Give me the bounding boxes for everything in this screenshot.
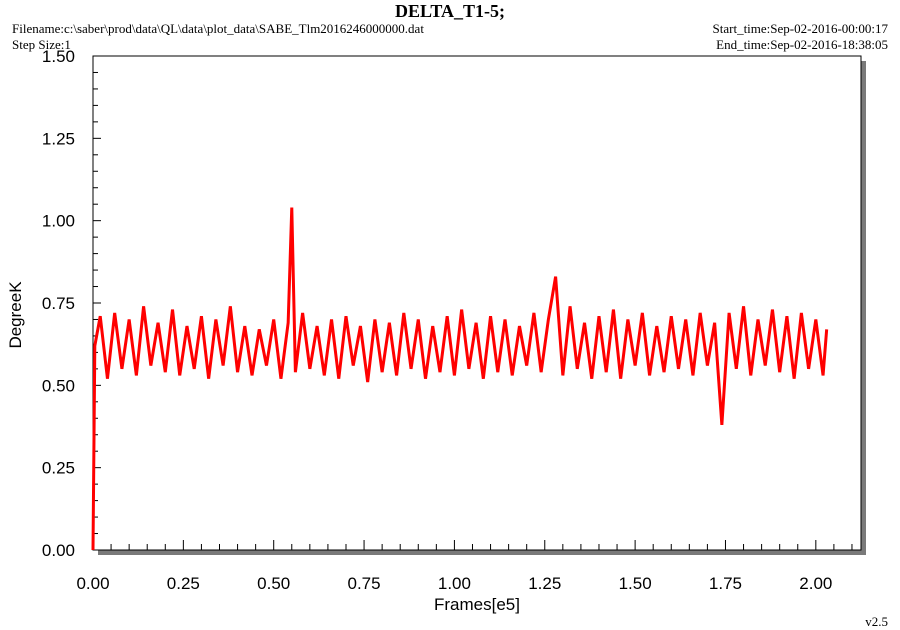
x-tick-label: 1.25 xyxy=(528,574,561,593)
x-tick-label: 0.75 xyxy=(348,574,381,593)
x-tick-label: 0.50 xyxy=(257,574,290,593)
y-tick-label: 1.50 xyxy=(42,47,75,66)
end-time: End_time:Sep-02-2016-18:38:05 xyxy=(716,37,888,52)
step-size: Step Size:1 xyxy=(12,37,71,52)
plot-area xyxy=(92,55,862,551)
start-time: Start_time:Sep-02-2016-00:00:17 xyxy=(713,21,889,36)
x-tick-label: 2.00 xyxy=(799,574,832,593)
x-tick-label: 0.25 xyxy=(167,574,200,593)
y-tick-label: 0.75 xyxy=(42,294,75,313)
data-line xyxy=(91,207,829,551)
x-tick-label: 1.75 xyxy=(709,574,742,593)
version: v2.5 xyxy=(865,614,888,629)
x-tick-label: 1.50 xyxy=(619,574,652,593)
x-tick-label: 1.00 xyxy=(438,574,471,593)
x-axis-label: Frames[e5] xyxy=(434,595,520,614)
chart-title: DELTA_T1-5; xyxy=(395,1,505,21)
y-tick-label: 0.25 xyxy=(42,459,75,478)
y-tick-label: 0.50 xyxy=(42,376,75,395)
filename: Filename:c:\saber\prod\data\QL\data\plot… xyxy=(12,21,424,36)
y-tick-label: 1.00 xyxy=(42,212,75,231)
y-axis-label: DegreeK xyxy=(6,281,25,349)
x-tick-label: 0.00 xyxy=(76,574,109,593)
y-tick-label: 0.00 xyxy=(42,541,75,560)
y-tick-label: 1.25 xyxy=(42,129,75,148)
